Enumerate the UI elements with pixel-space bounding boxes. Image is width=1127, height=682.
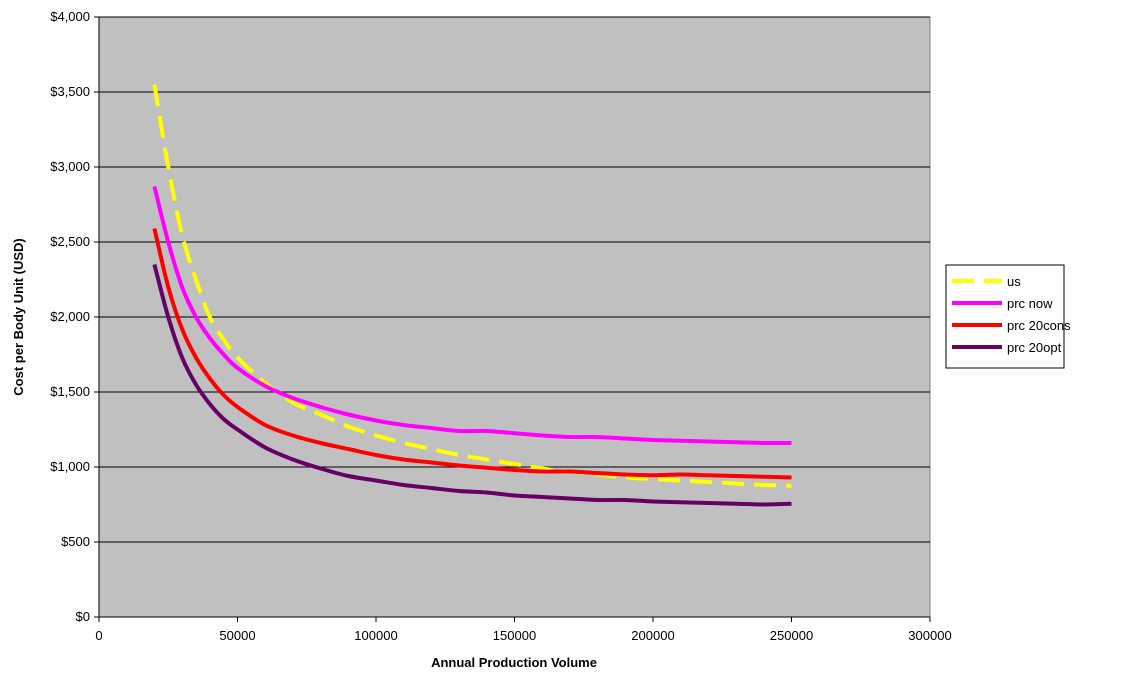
y-tick-label: $1,500 — [50, 384, 90, 399]
y-tick-label: $500 — [61, 534, 90, 549]
x-tick-label: 150000 — [493, 628, 536, 643]
y-tick-label: $1,000 — [50, 459, 90, 474]
y-tick-label: $2,000 — [50, 309, 90, 324]
y-tick-label: $4,000 — [50, 9, 90, 24]
x-tick-label: 250000 — [770, 628, 813, 643]
x-tick-label: 200000 — [631, 628, 674, 643]
x-tick-label: 300000 — [908, 628, 951, 643]
series-layer — [152, 84, 792, 507]
axes-layer: $0 $500 $1,000 $1,500 $2,000 $2,500 $3,000 $3,5… — [50, 9, 951, 643]
y-tick-label: $0 — [76, 609, 90, 624]
y-axis-title: Cost per Body Unit (USD) — [11, 238, 26, 395]
series-line-us — [152, 84, 792, 488]
legend-label: us — [1007, 274, 1021, 289]
x-axis-title: Annual Production Volume — [431, 655, 597, 670]
y-tick-label: $3,000 — [50, 159, 90, 174]
series-line-prc-20cons — [152, 228, 792, 480]
series-line-prc-20opt — [152, 263, 792, 507]
legend-label: prc 20cons — [1007, 318, 1071, 333]
y-tick-label: $3,500 — [50, 84, 90, 99]
legend-label: prc 20opt — [1007, 340, 1062, 355]
grid-layer — [99, 16, 930, 543]
x-tick-label: 100000 — [354, 628, 397, 643]
x-tick-label: 0 — [95, 628, 102, 643]
series-line-prc-now — [152, 186, 792, 446]
legend-label: prc now — [1007, 296, 1053, 311]
legend: us prc now prc 20cons prc 20opt — [945, 264, 1071, 369]
x-tick-label: 50000 — [219, 628, 255, 643]
y-tick-label: $2,500 — [50, 234, 90, 249]
